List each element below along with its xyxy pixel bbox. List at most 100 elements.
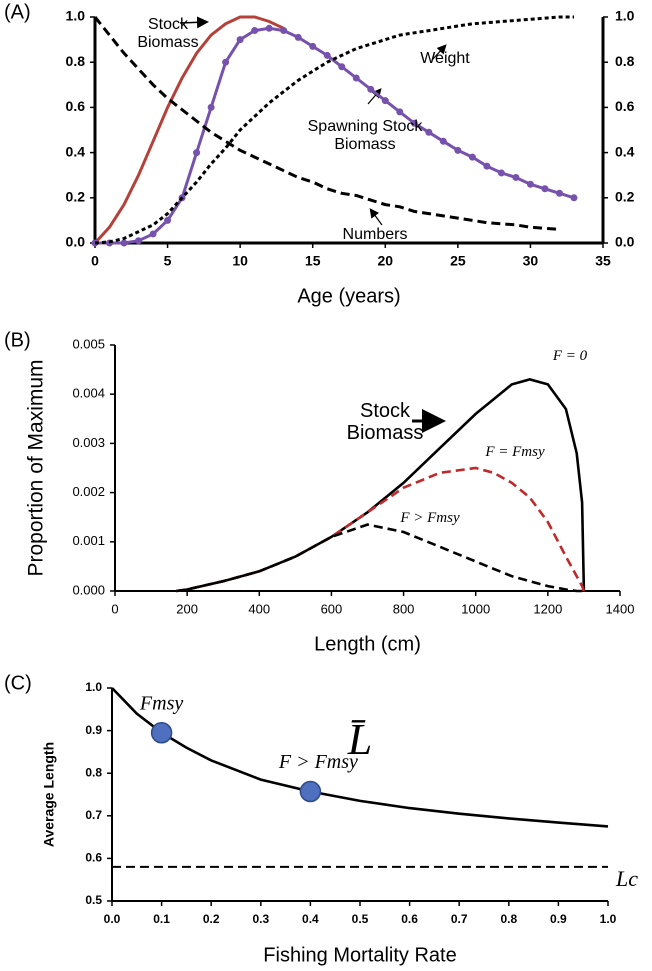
y-tick-label: 0.4: [66, 143, 86, 159]
y-tick-label: 1.0: [85, 680, 102, 694]
panel-label: (B): [4, 329, 31, 351]
series-label: L̄: [347, 715, 373, 764]
point: [299, 780, 322, 803]
y-tick-label: 0.001: [72, 533, 105, 548]
y-tick-label: 0.003: [72, 435, 105, 450]
series-label: Weight: [420, 50, 470, 67]
x-tick-label: 10: [232, 253, 248, 269]
y-tick-label: 0.000: [72, 582, 105, 597]
series-marker: [512, 173, 520, 181]
x-tick-label: 5: [164, 253, 172, 269]
y-tick-label: 0.2: [66, 189, 86, 205]
y-tick-label: 0.6: [66, 98, 86, 114]
x-tick-label: 15: [305, 253, 321, 269]
y-tick-label: 0.004: [72, 386, 105, 401]
y-tick-label: 0.005: [72, 336, 105, 351]
y-tick-label: 0.8: [85, 765, 102, 779]
annotation: Stock Biomass: [346, 400, 424, 444]
series-marker: [483, 162, 491, 170]
series-label: F > Fmsy: [400, 510, 460, 526]
point-label: Fmsy: [139, 692, 183, 714]
x-tick-label: 1400: [606, 601, 635, 616]
series-marker: [526, 180, 534, 188]
x-tick-label: 400: [248, 601, 270, 616]
x-tick-label: 0.1: [153, 912, 170, 926]
x-tick-label: 0: [91, 253, 99, 269]
series-label: Spawning Stock Biomass: [307, 118, 423, 153]
x-tick-label: 0.6: [401, 912, 418, 926]
x-tick-label: 200: [176, 601, 198, 616]
x-tick-label: 600: [321, 601, 343, 616]
arrow: [369, 208, 383, 226]
y-tick-label: 0.8: [66, 53, 86, 69]
y-tick-label: 0.0: [66, 234, 86, 250]
y-tick-label: 1.0: [66, 8, 86, 24]
x-tick-label: 0: [111, 601, 118, 616]
series-marker: [135, 237, 143, 245]
series-line: [93, 15, 285, 245]
x-tick-label: 1000: [461, 601, 490, 616]
series-marker: [468, 153, 476, 161]
x-tick-label: 0.9: [550, 912, 567, 926]
series-marker: [425, 128, 433, 136]
x-tick-label: 0.4: [302, 912, 319, 926]
y2-tick-label: 0.6: [615, 98, 635, 114]
x-tick-label: 25: [450, 253, 466, 269]
arrow: [367, 88, 382, 105]
series-marker: [381, 97, 389, 105]
series-marker: [207, 103, 215, 111]
x-axis-title: Age (years): [297, 285, 400, 307]
series-line: [176, 466, 586, 593]
arrow: [431, 44, 447, 61]
series-marker: [236, 36, 244, 44]
series-label: F = Fmsy: [485, 444, 545, 460]
series-marker: [555, 189, 563, 197]
series-label: Stock Biomass: [137, 16, 199, 51]
series-marker: [222, 58, 230, 66]
x-tick-label: 30: [523, 253, 539, 269]
series-marker: [570, 194, 578, 202]
panel-label: (C): [4, 672, 32, 694]
series-line: [93, 16, 560, 231]
series-marker: [454, 146, 462, 154]
series-marker: [541, 185, 549, 193]
x-tick-label: 0.7: [451, 912, 468, 926]
y-axis-title: Average Length: [41, 742, 57, 847]
x-tick-label: 0.5: [352, 912, 369, 926]
y2-tick-label: 1.0: [615, 8, 635, 24]
x-tick-label: 0.3: [252, 912, 269, 926]
x-tick-label: 0.0: [104, 912, 121, 926]
x-tick-label: 1.0: [600, 912, 617, 926]
series-marker: [367, 85, 375, 93]
series-marker: [120, 239, 128, 247]
y2-tick-label: 0.8: [615, 53, 635, 69]
y-tick-label: 0.002: [72, 484, 105, 499]
series-marker: [323, 51, 331, 59]
series-marker: [309, 42, 317, 50]
y-tick-label: 0.6: [85, 851, 102, 865]
series-marker: [439, 137, 447, 145]
series-marker: [265, 24, 273, 32]
x-tick-label: 0.8: [500, 912, 517, 926]
x-axis-title: Fishing Mortality Rate: [263, 944, 456, 966]
y2-tick-label: 0.4: [615, 143, 635, 159]
series-line: [94, 15, 574, 245]
x-tick-label: 20: [377, 253, 393, 269]
series-marker: [396, 108, 404, 116]
y2-tick-label: 0.2: [615, 189, 635, 205]
series-marker: [410, 119, 418, 127]
x-axis-title: Length (cm): [314, 633, 421, 655]
x-tick-label: 0.2: [203, 912, 220, 926]
point: [150, 721, 173, 744]
series-marker: [280, 27, 288, 35]
series-line: [176, 378, 586, 593]
series-line: [95, 26, 575, 245]
series-marker: [193, 149, 201, 157]
series-marker: [251, 27, 259, 35]
series-label: F = 0: [552, 348, 588, 364]
y2-tick-label: 0.0: [615, 234, 635, 250]
y-tick-label: 0.7: [85, 808, 102, 822]
series-marker: [164, 216, 172, 224]
